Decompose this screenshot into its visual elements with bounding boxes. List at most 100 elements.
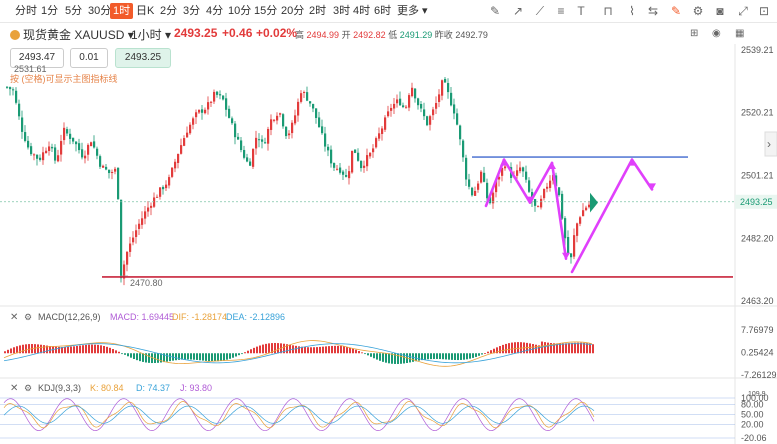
timeframe-12[interactable]: 2时 xyxy=(309,5,327,17)
candle-body xyxy=(129,243,132,252)
edit-icon[interactable]: ✎ xyxy=(670,4,682,18)
layout-icon[interactable]: ▦ xyxy=(735,28,745,39)
candle-body xyxy=(171,167,174,177)
candle-body xyxy=(360,160,363,169)
candle-body xyxy=(33,154,36,156)
timeframe-11[interactable]: 20分 xyxy=(281,5,305,17)
crosshair-icon[interactable]: ✎ xyxy=(489,4,501,18)
macd-histogram-bar xyxy=(418,353,420,361)
eye-icon[interactable]: ◉ xyxy=(712,28,721,39)
candle-body xyxy=(444,78,447,83)
candle-body xyxy=(15,90,18,103)
macd-histogram-bar xyxy=(43,345,45,354)
candle-body xyxy=(420,103,423,109)
macd-histogram-bar xyxy=(376,353,378,360)
macd-axis-label: 7.76979 xyxy=(741,325,774,335)
candle-body xyxy=(492,192,495,204)
candle-body xyxy=(303,92,306,94)
timeframe-3[interactable]: 30分 xyxy=(88,5,112,17)
macd-histogram-bar xyxy=(340,346,342,354)
candle-body xyxy=(273,119,276,121)
buy-price-box[interactable]: 2493.25 xyxy=(115,48,171,68)
indicator-icon[interactable]: ⊞ xyxy=(690,28,699,39)
annotation-path xyxy=(502,158,532,204)
text-icon[interactable]: T xyxy=(577,4,585,18)
candle-body xyxy=(474,190,477,196)
candle-body xyxy=(366,155,369,167)
macd-histogram-bar xyxy=(364,353,366,355)
symbol-name[interactable]: 现货黄金 XAUUSD ▾ xyxy=(10,26,134,43)
candle-body xyxy=(519,167,522,172)
draw-ray-icon[interactable]: ⟋ xyxy=(535,4,545,18)
timeframe-1[interactable]: 1分 xyxy=(41,5,59,17)
annotation-arrow xyxy=(526,196,534,204)
timeframe-0[interactable]: 分时 xyxy=(15,5,37,17)
kdj-j-value: J: 93.80 xyxy=(180,383,212,393)
candle-body xyxy=(213,91,216,102)
candle-body xyxy=(24,132,27,141)
macd-histogram-bar xyxy=(427,353,429,360)
candle-body xyxy=(315,108,318,118)
camera-icon[interactable]: ◙ xyxy=(716,4,724,18)
macd-histogram-bar xyxy=(199,353,201,361)
timeframe-15[interactable]: 6时 xyxy=(374,5,392,17)
macd-histogram-bar xyxy=(361,352,363,354)
kdj-settings-icon: ⚙ xyxy=(24,383,32,393)
fib-icon[interactable]: ≡ xyxy=(557,4,565,18)
timeframe-14[interactable]: 4时 xyxy=(353,5,371,17)
candle-body xyxy=(453,104,456,114)
macd-histogram-bar xyxy=(109,347,111,354)
macd-close-icon: ✕ xyxy=(10,312,18,323)
candle-body xyxy=(495,180,498,193)
candle-body xyxy=(252,148,255,167)
candle-body xyxy=(276,115,279,121)
draw-line-icon[interactable]: ↗ xyxy=(512,4,524,18)
candle-body xyxy=(168,177,171,186)
candle-body xyxy=(201,109,204,113)
candle-body xyxy=(462,140,465,158)
macd-histogram-bar xyxy=(307,347,309,354)
timeframe-8[interactable]: 4分 xyxy=(206,5,224,17)
macd-histogram-bar xyxy=(586,343,588,354)
candle-body xyxy=(36,154,39,159)
timeframe-10[interactable]: 15分 xyxy=(254,5,278,17)
timeframe-5[interactable]: 日K xyxy=(136,5,155,17)
annotation-arrow xyxy=(548,161,556,169)
macd-histogram-bar xyxy=(439,353,441,360)
macd-histogram-bar xyxy=(250,349,252,354)
lot-size-input[interactable]: 0.01 xyxy=(70,48,108,68)
macd-histogram-bar xyxy=(259,345,261,354)
pattern-icon[interactable]: ⌇ xyxy=(629,4,635,18)
macd-histogram-bar xyxy=(205,353,207,361)
candle-body xyxy=(51,146,54,149)
fullscreen-icon[interactable]: ⤢ xyxy=(738,4,748,18)
macd-histogram-bar xyxy=(130,353,132,358)
candle-body xyxy=(306,92,309,101)
timeframe-9[interactable]: 10分 xyxy=(228,5,252,17)
candle-body xyxy=(150,205,153,208)
timeframe-6[interactable]: 2分 xyxy=(160,5,178,17)
restore-icon[interactable]: ⊡ xyxy=(758,4,770,18)
settings-icon[interactable]: ⚙ xyxy=(692,4,704,18)
timeframe-7[interactable]: 3分 xyxy=(183,5,201,17)
measure-icon[interactable]: ⊓ xyxy=(603,4,613,18)
candle-body xyxy=(300,93,303,102)
candle-body xyxy=(135,230,138,238)
macd-histogram-bar xyxy=(349,347,351,354)
ohlc-readout: 高 2494.99 开 2492.82 低 2491.29 昨收 2492.79 xyxy=(295,30,488,40)
macd-histogram-bar xyxy=(556,343,558,354)
period-selector[interactable]: 1小时 ▾ xyxy=(131,28,172,42)
timeframe-16[interactable]: 更多 ▾ xyxy=(397,5,428,17)
macd-histogram-bar xyxy=(487,351,489,354)
compare-icon[interactable]: ⇆ xyxy=(647,4,659,18)
candle-body xyxy=(477,183,480,190)
timeframe-4[interactable]: 1时 xyxy=(110,3,134,19)
macd-histogram-bar xyxy=(37,344,39,354)
timeframe-2[interactable]: 5分 xyxy=(65,5,83,17)
candle-body xyxy=(294,115,297,124)
macd-histogram-bar xyxy=(88,344,90,354)
timeframe-13[interactable]: 3时 xyxy=(333,5,351,17)
candle-body xyxy=(153,197,156,207)
sell-price-box[interactable]: 2493.47 xyxy=(10,48,64,68)
